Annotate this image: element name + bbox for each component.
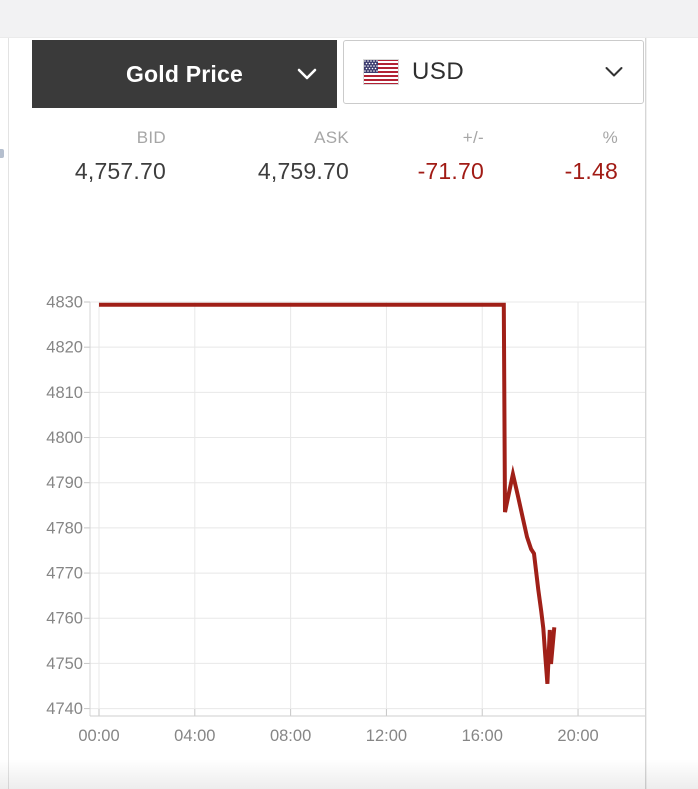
gold-price-widget: Gold Price USD [8,38,646,789]
us-flag-icon [363,59,399,85]
quote-value-2: -71.70 [417,158,484,184]
currency-dropdown-label: USD [412,58,465,85]
currency-dropdown[interactable]: USD [343,40,644,104]
quote-header: BID [136,128,166,147]
quote-column-ask: ASK 4,759.70 [204,128,349,185]
quote-header: +/- [462,128,484,147]
chevron-down-icon [297,68,317,80]
quote-value-0: 4,757.70 [74,158,166,184]
quote-column-change: +/- -71.70 [339,128,484,185]
quote-column-percent: % -1.48 [473,128,618,185]
quote-header: % [602,128,618,147]
quote-value-1: 4,759.70 [257,158,349,184]
chevron-down-icon [605,67,623,77]
quote-value-3: -1.48 [564,158,618,184]
left-edge-artifact [0,149,4,158]
product-dropdown-label: Gold Price [125,60,244,87]
product-dropdown[interactable]: Gold Price [32,40,337,108]
top-band [0,0,698,38]
quote-header: ASK [314,128,349,147]
quote-column-bid: BID 4,757.70 [21,128,166,185]
